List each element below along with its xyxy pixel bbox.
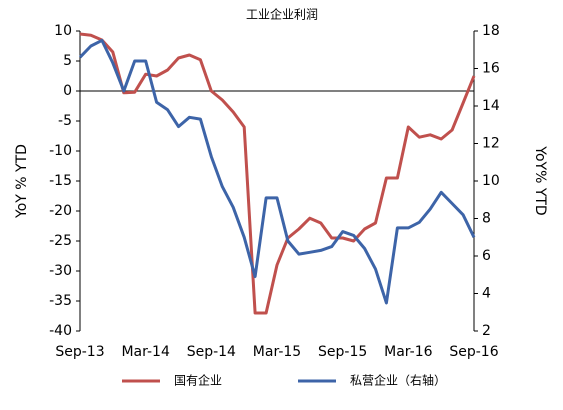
y2-axis-label: YoY% YTD xyxy=(532,145,548,215)
x-tick-label: Mar-16 xyxy=(384,344,432,360)
y-axis-label: YoY % YTD xyxy=(14,144,30,219)
y-tick-label: -40 xyxy=(49,323,72,339)
chart-title: 工业企业利润 xyxy=(246,7,318,22)
series-line xyxy=(79,32,476,315)
x-tick-label: Mar-14 xyxy=(121,344,169,360)
y-tick-label: 5 xyxy=(63,53,72,69)
y-tick-label: -15 xyxy=(49,173,72,189)
x-tick-label: Sep-15 xyxy=(318,344,367,360)
y-tick-label: 0 xyxy=(63,83,72,99)
y2-tick-label: 4 xyxy=(482,286,491,302)
x-tick-label: Sep-14 xyxy=(187,344,236,360)
y2-tick-label: 16 xyxy=(482,61,500,77)
y2-tick-label: 2 xyxy=(482,323,491,339)
x-tick-label: Sep-13 xyxy=(55,344,104,360)
y-tick-label: -10 xyxy=(49,143,72,159)
y2-tick-label: 6 xyxy=(482,248,491,264)
y2-tick-label: 12 xyxy=(482,136,500,152)
y2-tick-label: 14 xyxy=(482,98,500,114)
y-tick-label: 10 xyxy=(54,23,72,39)
y2-tick-label: 10 xyxy=(482,173,500,189)
y-tick-label: -30 xyxy=(49,263,72,279)
y-tick-label: -5 xyxy=(58,113,72,129)
x-tick-label: Mar-15 xyxy=(253,344,301,360)
legend-label: 私营企业（右轴） xyxy=(350,373,446,388)
y-tick-label: -20 xyxy=(49,203,72,219)
y-tick-label: -25 xyxy=(49,233,72,249)
y-tick-label: -35 xyxy=(49,293,72,309)
y2-tick-label: 18 xyxy=(482,23,500,39)
y2-tick-label: 8 xyxy=(482,211,491,227)
legend-label: 国有企业 xyxy=(174,373,222,388)
series-line xyxy=(78,38,476,305)
x-tick-label: Sep-16 xyxy=(449,344,498,360)
